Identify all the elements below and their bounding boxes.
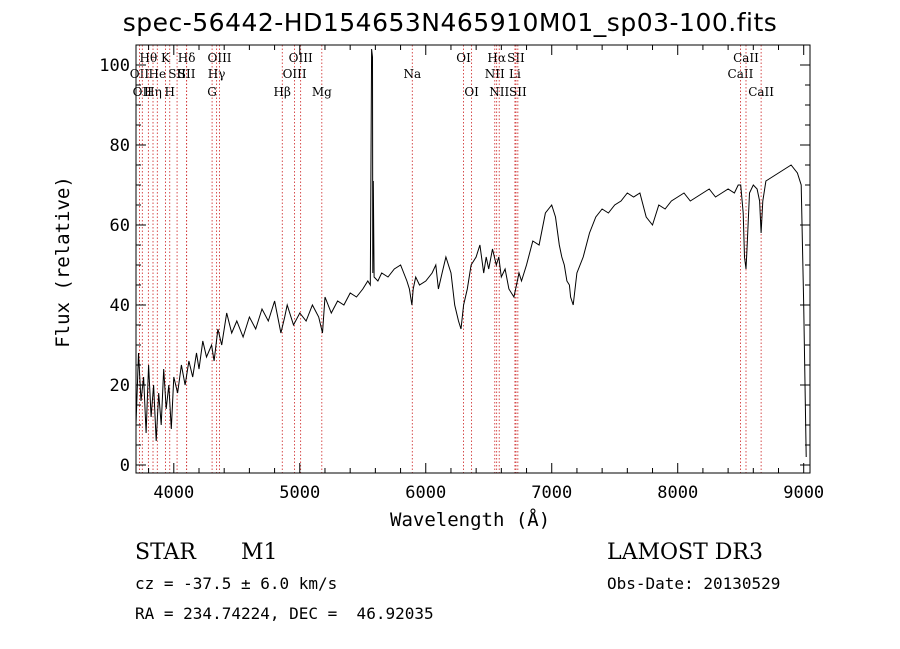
x-tick-label: 5000	[279, 483, 320, 503]
line-marker-label: NII	[489, 85, 509, 99]
line-marker-label: OI	[456, 51, 471, 65]
line-marker-label: Hη	[144, 85, 162, 99]
x-tick-label: 4000	[153, 483, 194, 503]
x-tick-label: 8000	[657, 483, 698, 503]
object-type: STAR	[135, 540, 196, 565]
line-marker-label: OIII	[283, 67, 307, 81]
spectrum-line	[135, 48, 807, 458]
spectrum-series	[135, 48, 807, 458]
line-marker-label: Li	[509, 67, 521, 81]
line-marker-label: OIII	[289, 51, 313, 65]
line-marker-label: K	[161, 51, 171, 65]
line-marker-label: He	[149, 67, 167, 81]
y-tick-label: 100	[99, 56, 130, 76]
line-marker-label: H	[165, 85, 175, 99]
line-marker-label: SII	[168, 67, 186, 81]
line-marker-label: OII	[133, 85, 153, 99]
redshift-value: cz = -37.5 ± 6.0 km/s	[135, 574, 338, 593]
line-marker-label: G	[207, 85, 217, 99]
line-marker-label: Hθ	[139, 51, 157, 65]
coordinates: RA = 234.74224, DEC = 46.92035	[135, 604, 434, 623]
line-marker-label: Mg	[312, 85, 332, 99]
line-marker-label: CaII	[748, 85, 774, 99]
line-marker-label: SII	[509, 85, 527, 99]
line-marker-label: Na	[403, 67, 421, 81]
line-marker-label: Hβ	[274, 85, 291, 99]
chart-title: spec-56442-HD154653N465910M01_sp03-100.f…	[122, 8, 778, 37]
line-marker-label: Hα	[487, 51, 506, 65]
x-tick-label: 7000	[531, 483, 572, 503]
line-marker-label: OIII	[207, 51, 231, 65]
line-marker-label: SII	[507, 51, 525, 65]
line-marker-label: CaII	[728, 67, 754, 81]
line-markers: OIIOIIHθHηHeKHSIIHδSIIGHγOIIIHβOIIIOIIIM…	[130, 45, 774, 473]
x-axis-label: Wavelength (Å)	[390, 509, 551, 531]
x-tick-label: 6000	[405, 483, 446, 503]
line-marker-label: Hδ	[178, 51, 196, 65]
object-subclass: M1	[241, 540, 278, 565]
y-tick-label: 60	[110, 216, 130, 236]
line-marker-label: Hγ	[208, 67, 226, 81]
plot-axes: 4000 5000 6000 7000 8000 9000 0 20 40 60 80 100	[99, 44, 824, 503]
obs-date: Obs-Date: 20130529	[607, 574, 781, 593]
y-tick-label: 0	[120, 456, 130, 476]
y-tick-label: 80	[110, 136, 130, 156]
line-marker-label: SII	[178, 67, 196, 81]
y-tick-label: 40	[110, 296, 130, 316]
line-marker-label: NII	[485, 67, 505, 81]
survey-name: LAMOST DR3	[607, 540, 763, 565]
line-marker-label: OI	[464, 85, 479, 99]
line-marker-label: CaII	[733, 51, 759, 65]
y-tick-label: 20	[110, 376, 130, 396]
plot-frame	[135, 44, 811, 474]
x-tick-label: 9000	[783, 483, 824, 503]
line-marker-label: OII	[130, 67, 150, 81]
